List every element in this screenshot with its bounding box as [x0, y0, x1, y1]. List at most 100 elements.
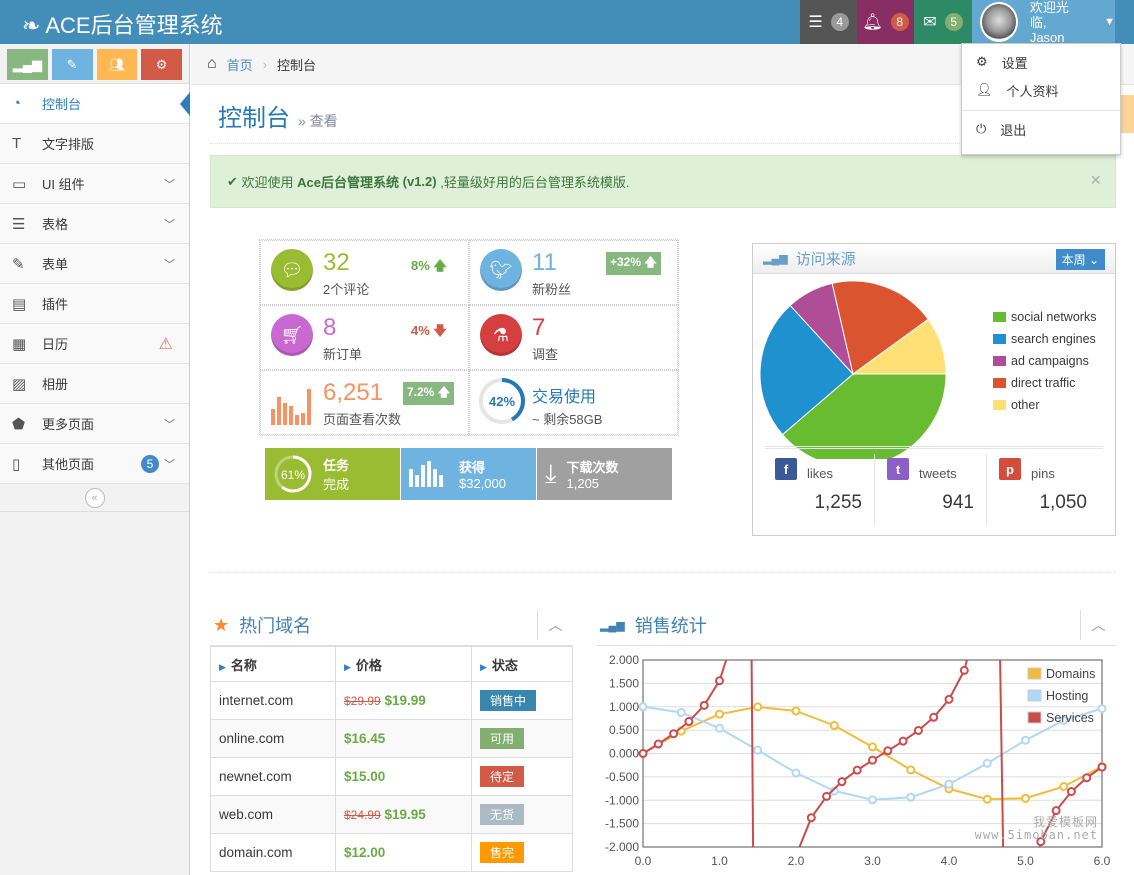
column-header[interactable]: ▶ 名称: [210, 646, 336, 682]
data-point: [852, 765, 862, 775]
stat-comments: 💬︎ 32 2个评论 8% 🡅: [260, 240, 469, 305]
sidebar-item[interactable]: ▤ 插件: [0, 284, 189, 324]
legend-item: other: [993, 394, 1096, 416]
legend-swatch: [1027, 711, 1042, 724]
edit-icon: ✎: [12, 255, 25, 273]
brand[interactable]: ❧ ACE后台管理系统: [22, 13, 223, 38]
double-chevron-left-icon: «: [84, 487, 105, 508]
cogs-icon[interactable]: ⚙: [141, 49, 182, 80]
sidebar-item[interactable]: ⬟ 更多页面 ﹀: [0, 404, 189, 444]
widget-icon: ▤: [12, 295, 27, 313]
arrow-up-icon: 🡅: [644, 255, 657, 269]
dashboard-icon: ◔: [12, 95, 22, 112]
close-icon[interactable]: ×: [1090, 170, 1101, 190]
legend-label: Domains: [1046, 667, 1095, 681]
picture-icon: ▨: [12, 375, 27, 393]
legend-item: social networks: [993, 306, 1096, 328]
chevron-down-icon: ﹀: [164, 218, 175, 231]
menu-settings[interactable]: ⚙ 设置: [976, 54, 1028, 71]
sidebar-item[interactable]: ☰ 表格 ﹀: [0, 204, 189, 244]
breadcrumb-home[interactable]: 首页: [226, 57, 253, 73]
arrow-up-icon: 🡅: [433, 258, 447, 273]
tasks-button[interactable]: ☰ 4: [800, 0, 857, 44]
table-row: newnet.com $15.00 待定: [210, 757, 573, 796]
data-point: [669, 729, 679, 739]
arrow-up-icon: 🡅: [437, 385, 451, 399]
data-point: [676, 707, 686, 717]
user-dropdown: ⚙ 设置 👤︎ 个人资料 ⏻ 退出: [961, 43, 1121, 155]
data-point: [1036, 837, 1046, 847]
usage-donut: 42%: [479, 378, 525, 424]
legend-swatch: [993, 312, 1006, 322]
legend-label: Services: [1046, 711, 1094, 725]
stat-survey: ⚗ 7 调查: [469, 305, 679, 370]
x-tick-label: 1.0: [711, 854, 728, 868]
welcome-alert: ✔ 欢迎使用 Ace后台管理系统 (v1.2) ,轻量级好用的后台管理系统模版.…: [210, 155, 1116, 208]
sidebar-item[interactable]: T 文字排版: [0, 124, 189, 164]
text-icon: T: [12, 135, 22, 152]
chevron-down-icon: ﹀: [164, 178, 175, 191]
data-point: [638, 702, 648, 712]
legend-swatch: [993, 378, 1006, 388]
legend-item: ad campaigns: [993, 350, 1096, 372]
data-point: [684, 717, 694, 727]
count-badge: 5: [141, 454, 159, 473]
signal-icon: ▂▄▆: [763, 253, 788, 265]
page-title: 控制台» 查看: [218, 105, 338, 132]
bar-sparkline-icon: [271, 389, 311, 425]
data-point: [982, 794, 992, 804]
pins-icon: p: [999, 458, 1021, 480]
messages-button[interactable]: ✉ 5: [914, 0, 972, 44]
y-tick-label: -1.000: [605, 793, 639, 807]
data-point: [944, 694, 954, 704]
leaf-icon: ❧: [22, 13, 46, 38]
period-dropdown[interactable]: 本周 ⌄: [1055, 249, 1105, 270]
user-icon: 👤︎: [976, 82, 993, 97]
status-badge: 售完: [480, 842, 525, 863]
signal-icon[interactable]: ▂▄▆: [7, 49, 48, 80]
avatar: [980, 2, 1018, 42]
x-tick-label: 2.0: [788, 854, 805, 868]
users-icon[interactable]: 👥︎: [96, 49, 138, 80]
stats-boxes: 💬︎ 32 2个评论 8% 🡅 🐦︎ 11 新粉丝 +32% 🡅 🛒︎ 8 新订单 4% 🡇 ⚗ 7…: [259, 239, 679, 436]
column-header[interactable]: ▶ 状态: [471, 646, 573, 682]
status-badge: 待定: [480, 766, 525, 787]
data-point: [1059, 782, 1069, 792]
series-line-Services: [642, 659, 1103, 848]
data-point: [1051, 806, 1061, 816]
sidebar-item[interactable]: ◔ 控制台: [0, 84, 190, 124]
sidebar-item[interactable]: ▨ 相册: [0, 364, 189, 404]
y-tick-label: -1.500: [605, 817, 639, 831]
legend-item: direct traffic: [993, 372, 1096, 394]
social-stat-pins: p pins 1,050: [989, 454, 1099, 524]
data-point: [898, 736, 908, 746]
collapse-button[interactable]: ︿: [1080, 610, 1116, 640]
menu-logout[interactable]: ⏻ 退出: [976, 121, 1027, 138]
stat-usage: 42% 交易使用 ~ 剩余58GB: [469, 370, 679, 436]
status-badge: 可用: [480, 728, 525, 749]
table-row: internet.com $29.99 $19.99 销售中: [210, 681, 573, 720]
social-stat-tweets: t tweets 941: [877, 454, 987, 524]
data-point: [699, 700, 709, 710]
y-tick-label: -2.000: [605, 840, 639, 854]
sidebar: ▂▄▆ ✎ 👥︎ ⚙ ◔ 控制台 T 文字排版 ▭ UI 组件 ﹀ ☰ 表格 ﹀ ✎ 表单 ﹀ ▤ 插件 ▦ 日…: [0, 44, 190, 875]
user-menu-toggle[interactable]: 欢迎光临, Jason ▼: [972, 0, 1115, 45]
legend-swatch: [993, 334, 1006, 344]
sidebar-item[interactable]: ▯ 其他页面 5 ﹀: [0, 444, 189, 484]
arrow-down-icon: 🡇: [433, 323, 447, 338]
sidebar-item[interactable]: ✎ 表单 ﹀: [0, 244, 189, 284]
collapse-button[interactable]: ︿: [537, 610, 573, 640]
infobox-earnings: 获得 $32,000: [401, 448, 536, 500]
notifications-button[interactable]: 🔔︎ 8: [857, 0, 914, 44]
column-header[interactable]: ▶ 价格: [335, 646, 472, 682]
tag-icon: ⬟: [12, 415, 26, 433]
sidebar-item[interactable]: ▦ 日历 ⚠: [0, 324, 189, 364]
pencil-icon[interactable]: ✎: [51, 49, 93, 80]
menu-profile[interactable]: 👤︎ 个人资料: [976, 82, 1059, 99]
caret-right-icon: ▶: [344, 661, 351, 672]
sidebar-item[interactable]: ▭ UI 组件 ﹀: [0, 164, 189, 204]
download-icon: ⤓: [545, 458, 557, 488]
sales-widget-header: ▂▄▆ 销售统计 ︿: [597, 605, 1116, 646]
sidebar-collapse[interactable]: «: [0, 484, 189, 512]
data-point: [906, 792, 916, 802]
